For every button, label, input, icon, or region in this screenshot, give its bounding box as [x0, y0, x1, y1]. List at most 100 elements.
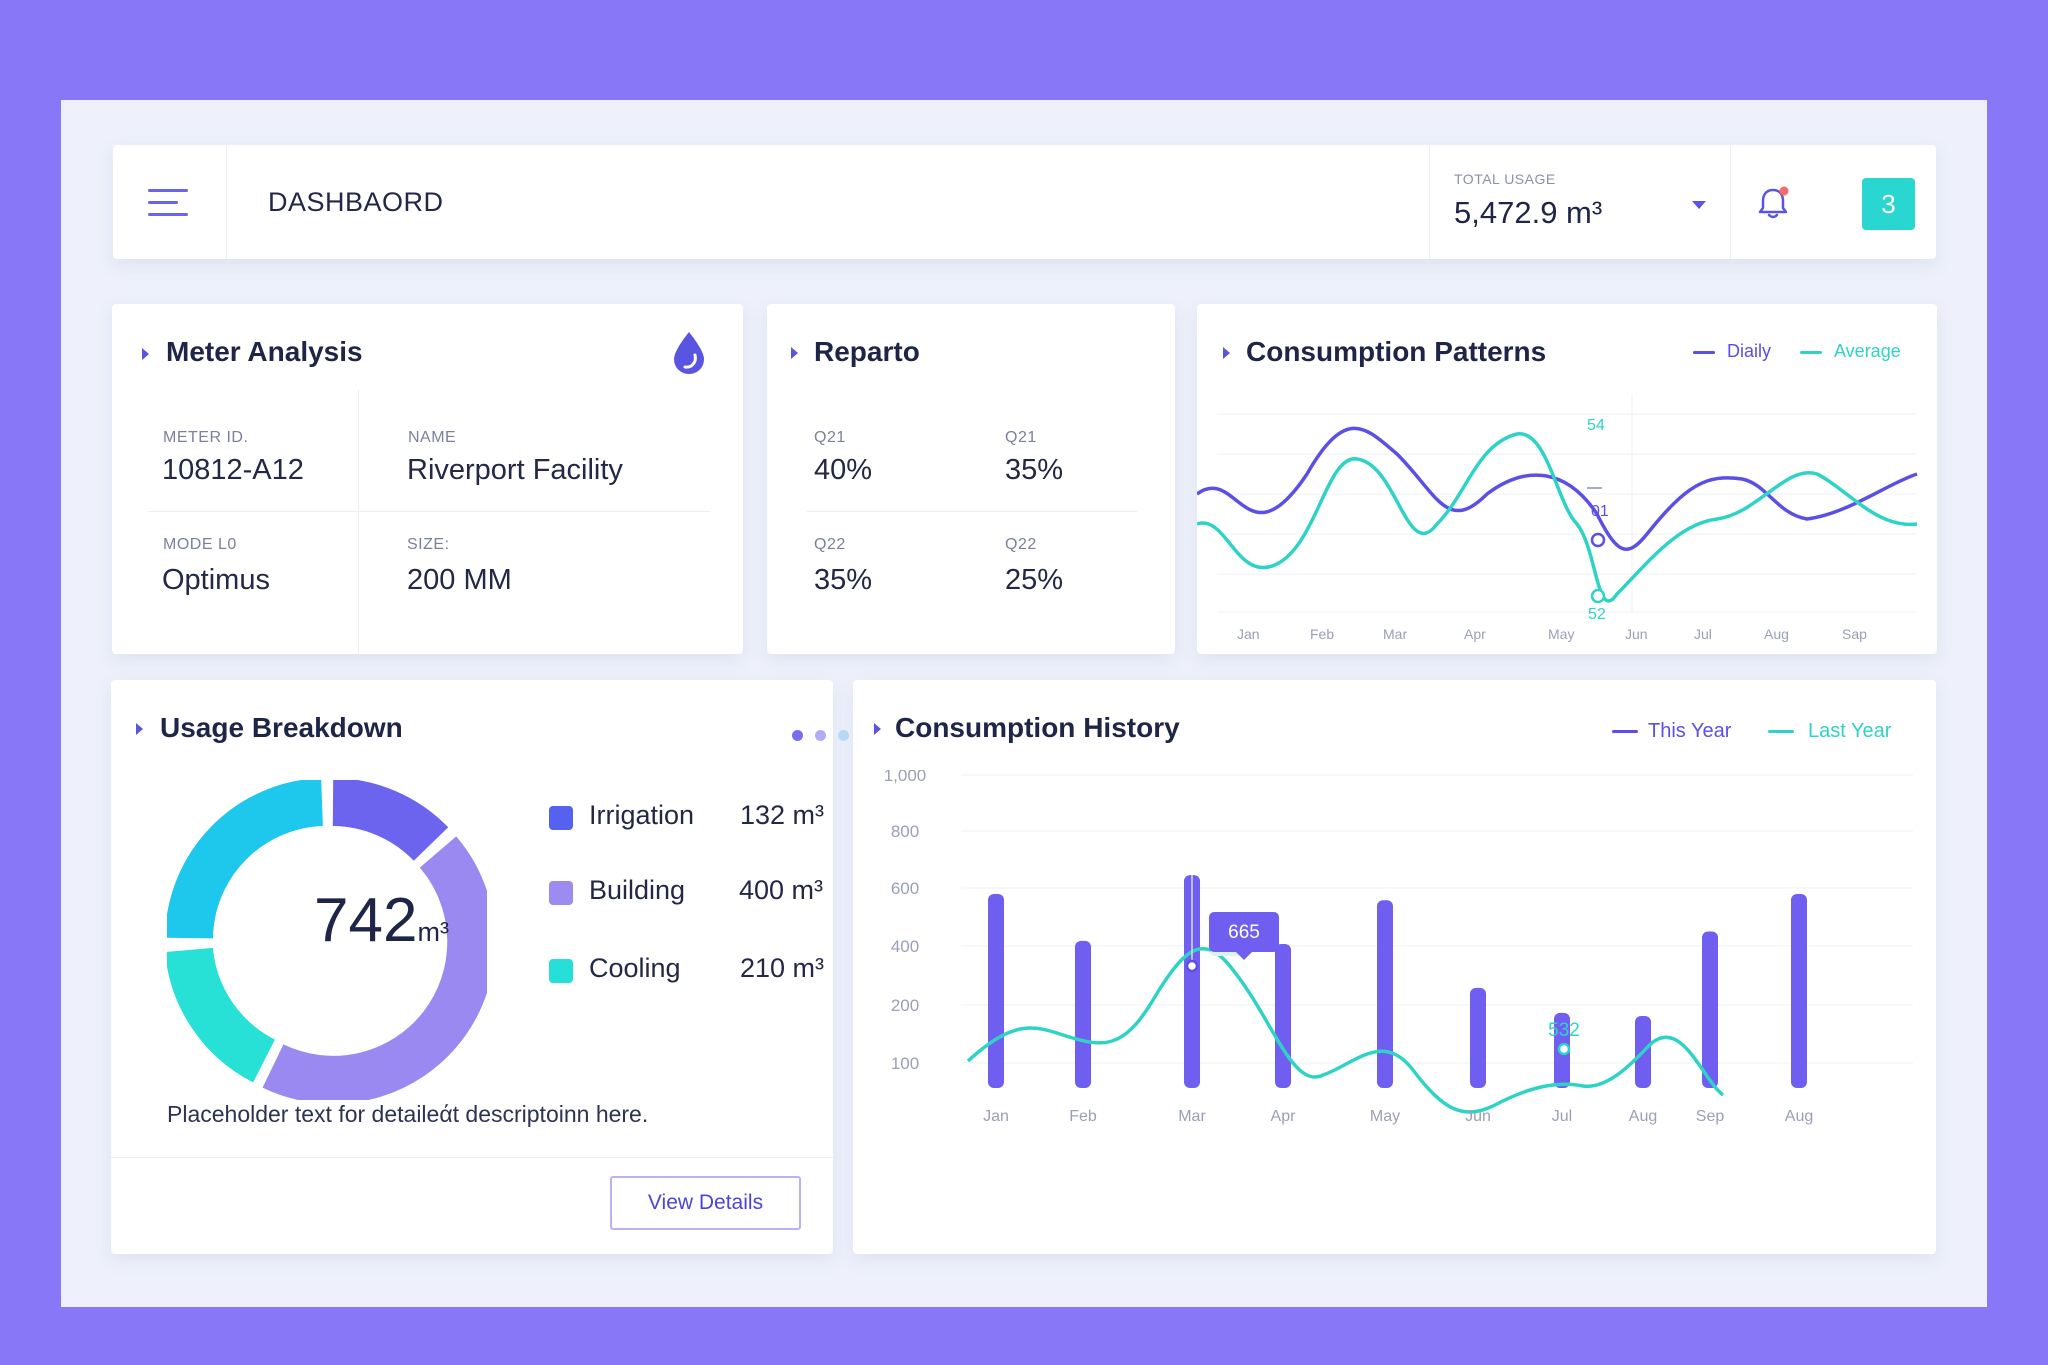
x-tick-label: Sap	[1842, 626, 1867, 642]
donut-center-value: 742m³	[314, 885, 449, 956]
caret-right-icon	[136, 723, 143, 735]
center-unit: m³	[417, 917, 449, 947]
reparto-label: Q21	[814, 429, 846, 446]
consumption-patterns-card: Consumption Patterns Diaily Average 54 0…	[1197, 304, 1937, 654]
patterns-line-chart: 54 01 52 Jan Feb Mar Apr May Jun Jul Aug…	[1197, 394, 1918, 642]
meter-analysis-card: Meter Analysis METER ID. 10812-A12 NAME …	[112, 304, 743, 654]
reparto-value: 25%	[1005, 564, 1064, 596]
notification-count-badge[interactable]: 3	[1862, 178, 1915, 230]
bars	[988, 875, 1807, 1088]
caret-right-icon	[1223, 347, 1230, 359]
x-tick-label: Aug	[1764, 626, 1789, 642]
card-title: Consumption History	[895, 712, 1180, 743]
reparto-value: 40%	[814, 454, 873, 486]
usage-breakdown-card: Usage Breakdown 742m³ Irrigation 132 m³ …	[111, 680, 849, 1254]
bar-this-year[interactable]	[1702, 931, 1718, 1089]
x-tick-label: Jun	[1465, 1108, 1491, 1125]
bar-this-year[interactable]	[1075, 940, 1091, 1088]
average-marker[interactable]	[1590, 588, 1606, 604]
x-axis-labels: Jan Feb Mar Apr May Jun Jul Aug Sap	[1237, 626, 1867, 642]
legend-swatch	[1800, 351, 1822, 354]
x-tick-label: Jan	[1237, 626, 1260, 642]
legend-this-year[interactable]: This Year	[1648, 720, 1732, 742]
consumption-history-chart: 1,000 800 600 400 200 100 665 532 Jan Feb Mar Ap…	[884, 770, 1913, 1125]
low-annotation: 52	[1588, 606, 1606, 623]
meter-id-value: 10812-A12	[162, 454, 304, 486]
legend-daily[interactable]: Diaily	[1727, 341, 1772, 361]
caret-right-icon	[142, 348, 149, 360]
legend-swatch	[1768, 730, 1794, 733]
legend-swatch	[549, 959, 573, 983]
bar-this-year[interactable]	[1275, 944, 1291, 1088]
x-tick-label: Jun	[1625, 626, 1648, 642]
tooltip-665: 665	[1209, 912, 1279, 960]
y-tick-label: 200	[891, 996, 919, 1015]
legend-cooling-value: 210 m³	[740, 953, 825, 983]
name-label: NAME	[408, 429, 457, 446]
legend-swatch	[549, 806, 573, 830]
reparto-card: Reparto Q21 40% Q21 35% Q22 35% Q22 25%	[767, 304, 1175, 654]
reparto-value: 35%	[814, 564, 873, 596]
consumption-history-card: Consumption History This Year Last Year …	[853, 680, 1936, 1254]
total-usage-label: TOTAL USAGE	[1454, 171, 1556, 187]
reparto-value: 35%	[1005, 454, 1064, 486]
daily-series-line	[1197, 426, 1918, 551]
average-series-line	[1197, 432, 1918, 603]
bar-this-year[interactable]	[1791, 893, 1807, 1088]
bell-icon[interactable]	[1753, 183, 1793, 223]
bar-marker[interactable]	[1185, 959, 1199, 973]
y-tick-label: 600	[891, 879, 919, 898]
card-title: Reparto	[814, 336, 920, 367]
x-tick-label: Jul	[1694, 626, 1712, 642]
size-label: SIZE:	[407, 536, 450, 553]
divider	[358, 390, 359, 654]
grid-lines	[961, 774, 1913, 1064]
reparto-label: Q22	[1005, 536, 1037, 553]
x-tick-label: Aug	[1785, 1108, 1813, 1125]
total-usage-dropdown[interactable]: TOTAL USAGE 5,472.9 m³	[1429, 145, 1731, 259]
legend-last-year[interactable]: Last Year	[1808, 720, 1892, 742]
daily-marker[interactable]	[1590, 532, 1606, 548]
dashboard-canvas: DASHBAORD TOTAL USAGE 5,472.9 m³ 3 Meter…	[61, 100, 1987, 1307]
chevron-down-icon[interactable]	[1692, 201, 1706, 209]
card-title: Meter Analysis	[166, 336, 363, 367]
legend-swatch	[1612, 730, 1638, 733]
x-tick-label: Jan	[983, 1108, 1009, 1125]
donut-segment-building	[262, 836, 487, 1100]
carousel-dot[interactable]	[838, 730, 849, 741]
bar-this-year[interactable]	[988, 893, 1004, 1088]
carousel-dot[interactable]	[792, 730, 803, 741]
bar-this-year[interactable]	[1470, 987, 1486, 1088]
divider	[111, 1157, 833, 1158]
x-tick-label: Aug	[1629, 1108, 1657, 1125]
legend-building-value: 400 m³	[739, 875, 824, 905]
divider	[148, 511, 711, 512]
y-tick-label: 1,000	[884, 770, 927, 785]
reparto-label: Q22	[814, 536, 846, 553]
legend-swatch	[1693, 351, 1715, 354]
donut-segment-irrigation	[332, 780, 449, 862]
bar-this-year[interactable]	[1184, 875, 1200, 1088]
carousel-dot[interactable]	[815, 730, 826, 741]
line-marker[interactable]	[1557, 1042, 1571, 1056]
x-tick-label: Mar	[1383, 626, 1407, 642]
top-bar: DASHBAORD TOTAL USAGE 5,472.9 m³ 3	[113, 145, 1936, 259]
hamburger-menu-icon[interactable]	[113, 145, 227, 259]
legend-cooling: Cooling	[589, 953, 681, 983]
legend-building: Building	[589, 875, 686, 905]
card-title: Consumption Patterns	[1246, 336, 1547, 367]
x-tick-label: Jul	[1552, 1108, 1572, 1125]
legend-swatch	[549, 881, 573, 905]
description-text: Placeholder text for detaileάt descripto…	[167, 1101, 649, 1127]
x-tick-label: May	[1548, 626, 1574, 642]
view-details-button[interactable]: View Details	[610, 1176, 801, 1230]
total-usage-value: 5,472.9 m³	[1454, 195, 1603, 230]
card-title: Usage Breakdown	[160, 712, 403, 743]
mark-annotation: 01	[1591, 503, 1609, 520]
center-number: 742	[314, 886, 418, 955]
legend-average[interactable]: Average	[1834, 341, 1901, 361]
caret-right-icon	[791, 347, 798, 359]
bar-this-year[interactable]	[1377, 900, 1393, 1088]
size-value: 200 MM	[407, 564, 512, 596]
x-tick-label: Feb	[1069, 1108, 1097, 1125]
